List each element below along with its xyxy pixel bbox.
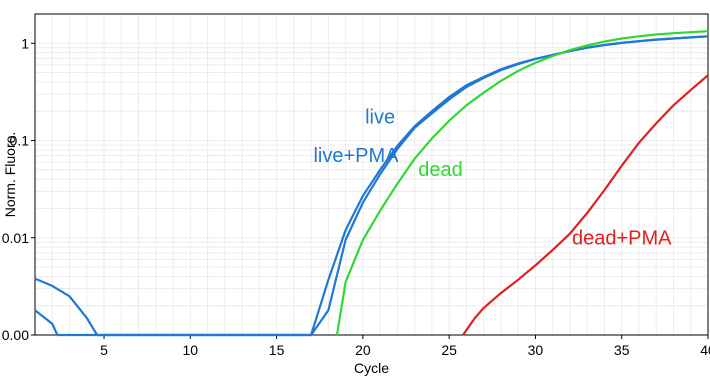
y-tick-label: 0.1 [10,133,30,149]
y-tick-label: 0.01 [2,230,29,246]
y-tick-label: 0.00 [2,327,29,343]
series-layer [34,30,709,337]
x-tick-label: 30 [528,342,544,358]
label-layer: live live+PMA dead dead+PMA [313,106,672,249]
series-line-dead-pma [462,74,709,336]
x-axis-title: Cycle [354,360,389,376]
series-label-live: live [365,106,395,128]
grid-layer [34,14,709,335]
series-label-live-pma: live+PMA [313,145,399,167]
x-tick-label: 5 [100,342,108,358]
series-line-live-pma [34,35,709,337]
series-label-dead: dead [418,159,463,181]
x-tick-label: 25 [441,342,457,358]
series-line-dead [335,30,709,336]
tick-layer: 5 10 15 20 25 30 35 40 0.00 0.01 0.1 1 [2,35,710,358]
plot-frame [34,13,709,336]
y-axis-title: Norm. Fluoro. [2,132,18,218]
y-tick-label: 1 [21,35,29,51]
series-label-dead-pma: dead+PMA [572,228,672,250]
x-tick-label: 10 [183,342,199,358]
x-tick-label: 40 [700,342,710,358]
x-tick-label: 20 [355,342,371,358]
x-tick-label: 15 [269,342,285,358]
x-tick-label: 35 [614,342,630,358]
